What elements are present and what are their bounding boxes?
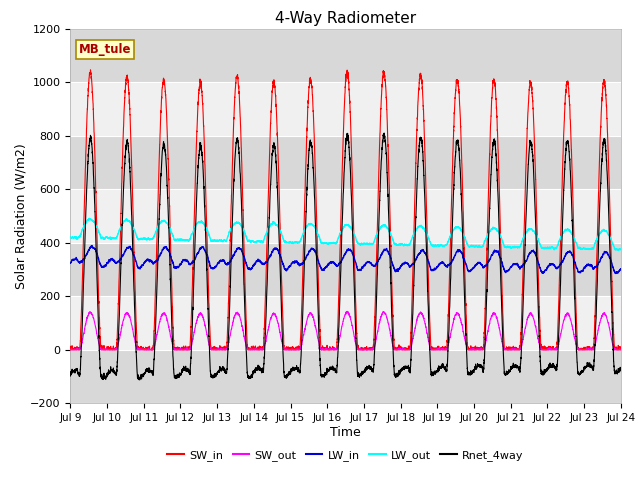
Line: Rnet_4way: Rnet_4way	[70, 133, 621, 380]
LW_out	[67, 234, 74, 240]
LW_in	[587, 263, 595, 268]
Line: SW_in: SW_in	[70, 70, 621, 350]
Bar	[70, 29, 621, 82]
LW_out	[469, 243, 477, 249]
LW_in	[67, 260, 74, 266]
SW_out	[484, 326, 492, 332]
SW_in	[327, 347, 335, 352]
Bar	[70, 296, 621, 350]
LW_in	[88, 242, 96, 248]
SW_in	[484, 197, 492, 203]
Rnet_4way	[327, 365, 335, 371]
SW_in	[594, 223, 602, 228]
LW_in	[612, 271, 620, 276]
Line: SW_out: SW_out	[70, 312, 621, 350]
Line: LW_out: LW_out	[70, 218, 621, 251]
Rnet_4way	[253, 366, 261, 372]
SW_out	[617, 347, 625, 353]
LW_in	[253, 258, 261, 264]
LW_in	[469, 266, 477, 272]
Bar	[70, 136, 621, 189]
LW_out	[484, 231, 492, 237]
LW_in	[484, 259, 492, 265]
Title: 4-Way Radiometer: 4-Way Radiometer	[275, 11, 416, 26]
LW_out	[86, 216, 93, 221]
Legend: SW_in, SW_out, LW_in, LW_out, Rnet_4way: SW_in, SW_out, LW_in, LW_out, Rnet_4way	[163, 445, 528, 465]
Rnet_4way	[380, 130, 388, 136]
SW_out	[253, 347, 261, 353]
SW_in	[67, 347, 74, 353]
LW_out	[594, 236, 602, 241]
Rnet_4way	[484, 242, 492, 248]
Rnet_4way	[617, 366, 625, 372]
Rnet_4way	[469, 369, 477, 374]
LW_out	[614, 248, 621, 253]
Bar	[70, 243, 621, 296]
SW_in	[253, 347, 261, 353]
LW_out	[617, 247, 625, 252]
SW_out	[67, 347, 74, 353]
SW_out	[594, 331, 602, 336]
Rnet_4way	[67, 373, 74, 379]
SW_out	[343, 309, 351, 314]
LW_out	[253, 239, 261, 244]
SW_out	[327, 347, 335, 353]
LW_out	[327, 240, 335, 246]
Rnet_4way	[136, 377, 143, 383]
LW_out	[587, 246, 595, 252]
Bar	[70, 350, 621, 403]
LW_in	[594, 262, 602, 268]
Y-axis label: Solar Radiation (W/m2): Solar Radiation (W/m2)	[15, 143, 28, 289]
Bar	[70, 189, 621, 243]
SW_in	[617, 347, 625, 353]
SW_in	[86, 67, 94, 73]
Rnet_4way	[594, 262, 602, 268]
Line: LW_in: LW_in	[70, 245, 621, 274]
SW_out	[587, 347, 595, 352]
LW_in	[327, 259, 335, 264]
SW_in	[587, 347, 595, 353]
SW_in	[469, 347, 477, 353]
X-axis label: Time: Time	[330, 426, 361, 439]
Rnet_4way	[587, 363, 595, 369]
LW_in	[617, 266, 625, 272]
Bar	[70, 82, 621, 136]
SW_out	[469, 347, 477, 353]
Text: MB_tule: MB_tule	[79, 43, 131, 56]
